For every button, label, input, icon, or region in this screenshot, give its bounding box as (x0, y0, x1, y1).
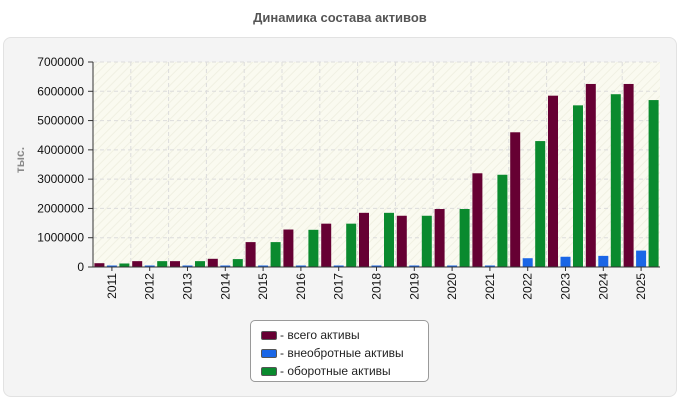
bar-total (207, 258, 218, 267)
y-tick-label: 4000000 (37, 143, 84, 157)
bar-noncurrent (447, 265, 458, 267)
legend-swatch (261, 330, 277, 340)
bar-total (283, 229, 294, 267)
bar-current (346, 223, 357, 267)
plot-area (93, 62, 660, 267)
bar-total (94, 263, 105, 267)
bar-current (270, 242, 281, 267)
bar-total (623, 83, 634, 267)
y-axis-label: тыс. (13, 147, 27, 173)
bar-current (459, 209, 470, 267)
bar-current (384, 212, 394, 267)
x-tick-label: 2022 (521, 273, 535, 300)
bar-noncurrent (636, 250, 647, 267)
legend: - всего активы - внеобротные активы - об… (250, 320, 429, 382)
legend-label: - всего активы (280, 328, 360, 342)
grid-lines (92, 61, 660, 267)
bar-noncurrent (409, 265, 420, 267)
legend-item-current: - оборотные активы (261, 362, 428, 380)
bar-total (472, 173, 483, 267)
chart-title: Динамика состава активов (253, 10, 427, 25)
legend-swatch (261, 366, 277, 376)
bar-total (245, 242, 256, 267)
x-tick-label: 2014 (218, 273, 232, 300)
bar-current (573, 105, 583, 267)
x-tick-label: 2018 (370, 273, 384, 300)
bar-total (396, 215, 407, 267)
bar-total (510, 132, 521, 267)
bar-noncurrent (144, 265, 155, 267)
bar-total (434, 209, 445, 267)
bar-total (132, 261, 143, 267)
y-tick-label: 3000000 (37, 172, 84, 186)
bar-total (359, 212, 369, 267)
y-tick-label: 7000000 (37, 55, 84, 69)
legend-label: - внеобротные активы (280, 346, 404, 360)
bar-noncurrent (220, 265, 231, 267)
y-tick-label: 6000000 (37, 84, 84, 98)
bar-current (421, 215, 432, 267)
bar-noncurrent (258, 265, 269, 267)
x-tick-label: 2020 (445, 273, 459, 300)
x-tick-label: 2025 (634, 273, 648, 300)
bar-current (497, 174, 508, 267)
bar-current (648, 100, 659, 267)
y-tick-label: 1000000 (37, 231, 84, 245)
x-tick-label: 2013 (181, 273, 195, 300)
x-tick-label: 2016 (294, 273, 308, 300)
bar-current (535, 141, 546, 267)
bar-noncurrent (333, 265, 344, 267)
x-tick-label: 2012 (143, 273, 157, 300)
axes: 0 1000000 2000000 3000000 4000000 5000000 6000… (37, 55, 660, 300)
x-tick-label: 2011 (105, 273, 119, 299)
bar-current (157, 261, 168, 267)
x-tick-label: 2024 (596, 273, 610, 300)
bars (94, 83, 659, 267)
legend-swatch (261, 348, 277, 358)
y-tick-label: 5000000 (37, 114, 84, 128)
bar-total (321, 223, 332, 267)
legend-item-total: - всего активы (261, 326, 428, 344)
bar-current (308, 229, 319, 267)
bar-current (610, 94, 621, 267)
bar-total (585, 83, 596, 267)
bar-current (232, 259, 243, 267)
bar-noncurrent (182, 265, 193, 267)
x-tick-label: 2019 (407, 273, 421, 300)
y-tick-label: 0 (77, 260, 84, 274)
x-tick-label: 2015 (256, 273, 270, 300)
legend-item-noncurrent: - внеобротные активы (261, 344, 428, 362)
y-tick-label: 2000000 (37, 201, 84, 215)
bar-noncurrent (522, 258, 533, 267)
bar-total (548, 95, 558, 267)
x-tick-label: 2021 (483, 273, 497, 300)
bar-current (195, 261, 205, 267)
bar-noncurrent (484, 265, 495, 267)
bar-noncurrent (106, 265, 117, 267)
legend-label: - оборотные активы (280, 364, 391, 378)
x-tick-label: 2017 (332, 273, 346, 300)
bar-noncurrent (560, 256, 571, 267)
bar-noncurrent (598, 255, 609, 267)
bar-total (170, 261, 180, 267)
x-tick-label: 2023 (559, 273, 573, 300)
bar-noncurrent (295, 265, 306, 267)
bar-current (119, 263, 130, 267)
bar-noncurrent (371, 265, 382, 267)
